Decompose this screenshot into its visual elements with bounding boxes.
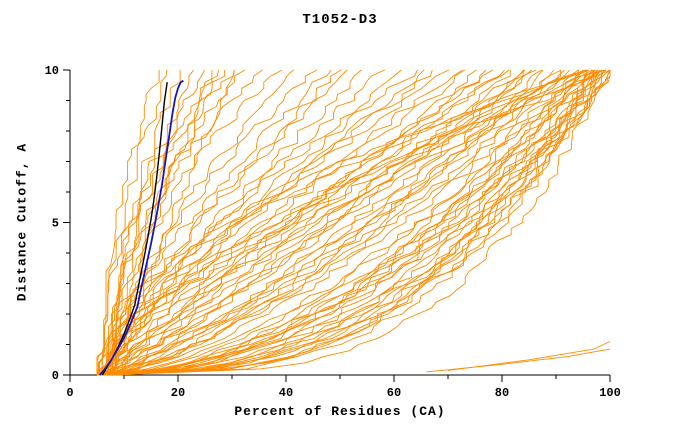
prediction-curve [112,69,294,376]
prediction-curve [107,69,611,376]
x-tick-label: 40 [279,386,293,400]
prediction-curve [96,69,579,376]
highlighted-model-blue [99,79,184,376]
prediction-curve [113,69,601,376]
x-tick-label: 60 [387,386,401,400]
x-tick-label: 80 [495,386,509,400]
prediction-curve [107,69,450,376]
prediction-curve [113,69,611,376]
y-tick-label: 10 [45,64,59,78]
prediction-curve [118,69,603,376]
prediction-curve [96,70,611,376]
prediction-curve [112,69,599,375]
y-tick-label: 5 [52,217,59,231]
prediction-curve [102,69,570,376]
prediction-curve [96,69,611,376]
chart-title: T1052-D3 [302,12,378,28]
prediction-curve [96,69,348,376]
prediction-curve [101,69,425,376]
x-axis-label: Percent of Residues (CA) [234,404,446,419]
prediction-curve [96,70,160,376]
prediction-curve [102,69,594,376]
prediction-curve [107,69,418,376]
prediction-curve [96,69,219,375]
prediction-curve [107,69,601,376]
prediction-curve [102,69,605,376]
prediction-curve [112,69,466,376]
prediction-curve [107,70,524,376]
prediction-curve [107,69,342,376]
prediction-curve [102,69,607,376]
prediction-curve [113,69,537,376]
prediction-curve [96,69,562,376]
prediction-curve [96,69,587,376]
prediction-curve [102,69,565,376]
prediction-curve [101,69,195,375]
prediction-curve [113,69,584,376]
axes [63,69,611,382]
prediction-curve [112,69,477,376]
prediction-curve [96,69,505,376]
x-tick-label: 0 [66,386,73,400]
prediction-curve [113,70,588,376]
prediction-curve-flat [447,340,611,371]
prediction-curves [96,69,611,376]
prediction-curve [107,69,596,376]
prediction-curve [101,69,205,375]
prediction-curve [102,69,597,376]
prediction-curve [102,69,511,376]
prediction-curve [96,69,579,376]
prediction-curve [107,69,544,376]
prediction-curve [101,69,386,375]
prediction-curve [96,69,494,376]
prediction-curve [102,69,463,376]
prediction-curve [107,69,526,376]
x-tick-label: 100 [599,386,621,400]
prediction-curve [101,69,332,375]
prediction-curve [102,69,593,376]
prediction-curve [96,69,524,376]
prediction-curve [107,69,586,376]
prediction-curve [112,69,235,375]
prediction-curve [107,69,590,376]
prediction-curve [96,69,595,376]
prediction-curve [102,69,554,376]
x-tick-label: 20 [171,386,185,400]
y-tick-label: 0 [52,369,59,383]
prediction-curve [102,69,542,376]
prediction-curve-flat [426,348,611,373]
prediction-curve [113,69,595,376]
prediction-curve [118,70,562,376]
y-axis-label: Distance Cutoff, A [14,142,30,302]
prediction-curve [102,70,603,376]
prediction-curve [101,69,589,376]
plot-area [96,69,611,376]
